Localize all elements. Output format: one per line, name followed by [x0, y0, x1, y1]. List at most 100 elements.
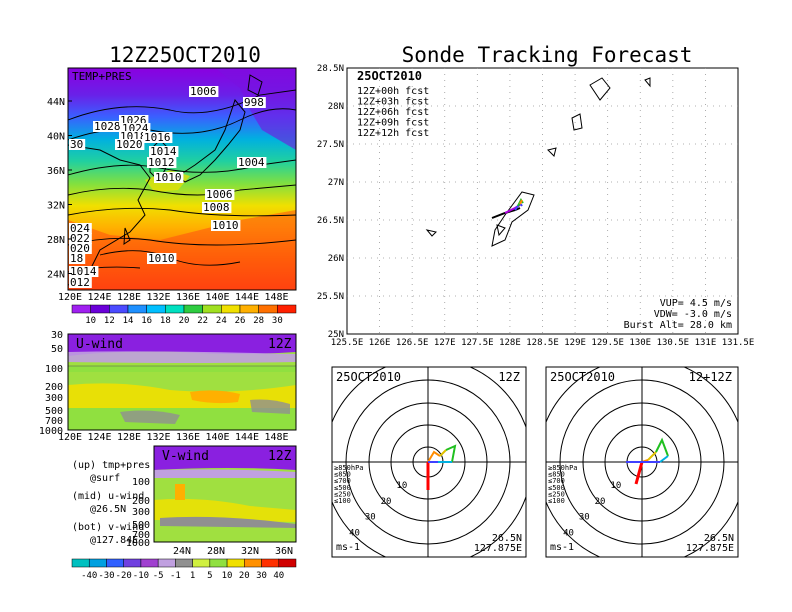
- colorbar-swatch: [88, 558, 107, 568]
- lat-tick-label: 44N: [47, 97, 65, 108]
- sonde-tracks: [491, 198, 524, 219]
- isobar-label: 30: [70, 138, 83, 151]
- lon-tick-label: 120E: [58, 432, 82, 443]
- lat-tick-label: 28N: [207, 546, 225, 557]
- polar-level-legend: ≤700: [548, 477, 565, 485]
- u-wind-lon-ticks: 120E 124E 128E 132E 136E 140E 144E 148E: [58, 432, 289, 443]
- lon-tick-label: 144E: [235, 292, 259, 303]
- lat-tick-label: 32N: [47, 201, 65, 212]
- track-stat: VUP= 4.5 m/s: [660, 298, 732, 309]
- pressure-tick-label: 30: [51, 330, 63, 341]
- polar-ring-label: 30: [579, 513, 590, 523]
- isobar-label: 1010: [148, 252, 175, 265]
- polar-time: 12+12Z: [689, 370, 732, 384]
- isobar-label: 1004: [238, 156, 265, 169]
- polar-level-legend: ≤250: [548, 490, 565, 498]
- isobar-label: 1006: [190, 85, 217, 98]
- pressure-tick-label: 500: [132, 520, 150, 531]
- colorbar-swatch: [140, 558, 159, 568]
- temperature-colorbar: 10 12 14 16 18 20 22 24 26 28 30: [71, 304, 297, 326]
- colorbar-label: 16: [141, 316, 152, 326]
- colorbar-swatch: [127, 304, 147, 314]
- track-stat: VDW= -3.0 m/s: [654, 309, 732, 320]
- taiwan-coastline: [123, 227, 131, 245]
- lon-tick-label: 128E: [117, 292, 141, 303]
- u-wind-time: 12Z: [268, 337, 292, 352]
- lon-tick-label: 125.5E: [331, 338, 364, 348]
- colorbar-swatch: [258, 304, 278, 314]
- lon-tick-label: 126E: [369, 338, 391, 348]
- lat-tick-label: 28N: [47, 235, 65, 246]
- colorbar-label: -30: [98, 571, 114, 581]
- lat-tick-label: 36N: [47, 166, 65, 177]
- isobar-label: 1006: [206, 188, 233, 201]
- lat-tick-label: 40N: [47, 132, 65, 143]
- colorbar-label: 20: [179, 316, 190, 326]
- legend-note-line: @surf: [90, 473, 120, 484]
- lon-tick-label: 140E: [205, 432, 229, 443]
- polar-ring-label: 20: [595, 497, 606, 507]
- lat-tick-label: 26.5N: [317, 216, 344, 226]
- polar-level-legend: ≥850hPa: [334, 464, 364, 472]
- isobar-label: 1010: [155, 171, 182, 184]
- lat-tick-label: 28.5N: [317, 64, 344, 74]
- lon-tick-label: 132E: [146, 292, 170, 303]
- polar-level-legend: ≤850: [334, 471, 351, 479]
- main-title: 12Z25OCT2010: [109, 43, 261, 67]
- legend-note-line: @26.5N: [90, 504, 126, 515]
- polar-location: 26.5N: [492, 533, 522, 544]
- polar-left-text: 25OCT2010 12Z ≥850hPa≤850≤700≤500≤250≤100 1…: [334, 370, 522, 554]
- isobar-label: 024: [70, 222, 90, 235]
- lat-tick-label: 27N: [328, 178, 344, 188]
- lon-tick-label: 140E: [205, 292, 229, 303]
- colorbar-swatch: [226, 558, 245, 568]
- lat-tick-label: 28N: [328, 102, 344, 112]
- isobar-label: 1008: [203, 201, 230, 214]
- isobar-label: 1010: [212, 219, 239, 232]
- colorbar-label: 18: [160, 316, 171, 326]
- isobar-label: 1016: [144, 131, 171, 144]
- colorbar-swatch: [109, 304, 129, 314]
- colorbar-label: 30: [256, 571, 267, 581]
- polar-level-legend: ≥850hPa: [548, 464, 578, 472]
- lon-tick-label: 148E: [264, 432, 288, 443]
- v-wind-label: V-wind: [162, 449, 209, 464]
- pressure-tick-label: 100: [132, 477, 150, 488]
- colorbar-label: 22: [197, 316, 208, 326]
- polar-level-legend: ≤100: [334, 497, 351, 505]
- isobar-label: 1020: [116, 138, 143, 151]
- polar-date: 25OCT2010: [336, 370, 401, 384]
- colorbar-swatch: [183, 304, 203, 314]
- lat-tick-label: 32N: [241, 546, 259, 557]
- islands: [425, 77, 651, 247]
- polar-ring-label: 40: [349, 528, 360, 538]
- colorbar-label: 20: [239, 571, 250, 581]
- isobar-label: 022: [70, 232, 90, 245]
- lat-tick-label: 26N: [328, 254, 344, 264]
- colorbar-swatch: [277, 304, 297, 314]
- polar-date: 25OCT2010: [550, 370, 615, 384]
- colorbar-label: -1: [170, 571, 181, 581]
- colorbar-swatch: [261, 558, 280, 568]
- polar-location: 127.875E: [474, 543, 522, 554]
- colorbar-swatch: [123, 558, 142, 568]
- track-lon-ticks: 125.5E 126E 126.5E 127E 127.5E 128E 128.5E 129E…: [331, 338, 755, 348]
- colorbar-swatch: [175, 558, 193, 568]
- colorbar-swatch: [221, 304, 241, 314]
- lon-tick-label: 124E: [87, 292, 111, 303]
- colorbar-swatch: [239, 304, 259, 314]
- lon-tick-label: 148E: [264, 292, 288, 303]
- pressure-tick-label: 1000: [39, 426, 63, 437]
- u-wind-easterly-top: [68, 334, 296, 356]
- forecast-legend-item: 12Z+06h fcst: [357, 107, 429, 118]
- polar-level-legend: ≤500: [548, 484, 565, 492]
- polar-ring-label: 30: [365, 513, 376, 523]
- lon-tick-label: 130.5E: [657, 338, 690, 348]
- colorbar-label: 24: [216, 316, 227, 326]
- isobar-label: 18: [70, 252, 83, 265]
- polar-location: 26.5N: [704, 533, 734, 544]
- v-wind-time: 12Z: [268, 449, 292, 464]
